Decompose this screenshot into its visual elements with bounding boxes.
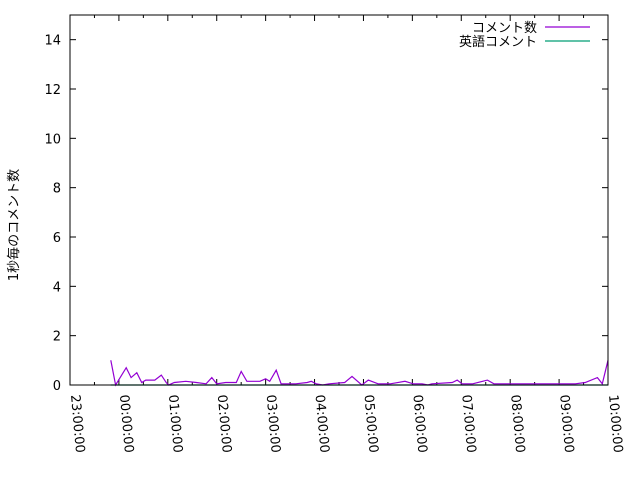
x-tick-label: 03:00:00 [263,394,283,453]
plot-border [69,14,609,386]
y-tick-label: 6 [53,231,61,246]
y-tick-label: 2 [53,330,61,345]
x-tick-label: 10:00:00 [605,394,625,453]
y-tick-label: 8 [53,182,61,197]
legend-label: 英語コメント [459,34,537,50]
x-tick-label: 04:00:00 [312,394,332,453]
y-tick-label: 14 [44,34,61,49]
x-tick-label: 07:00:00 [458,394,478,453]
legend-label: コメント数 [472,21,537,36]
y-tick-label: 0 [53,379,61,394]
x-tick-label: 09:00:00 [556,394,576,453]
y-tick-label: 4 [53,280,61,295]
y-axis-label: 1秒毎のコメント数 [6,169,22,281]
x-tick-label: 05:00:00 [360,394,380,453]
x-tick-label: 23:00:00 [67,394,87,453]
y-tick-label: 10 [44,132,61,147]
x-tick-label: 00:00:00 [116,394,136,453]
x-tick-label: 02:00:00 [214,394,234,453]
series-line-comments [110,360,609,387]
y-tick-label: 12 [44,83,61,98]
x-tick-label: 08:00:00 [507,394,527,453]
x-tick-label: 06:00:00 [409,394,429,453]
x-tick-label: 01:00:00 [165,394,185,453]
